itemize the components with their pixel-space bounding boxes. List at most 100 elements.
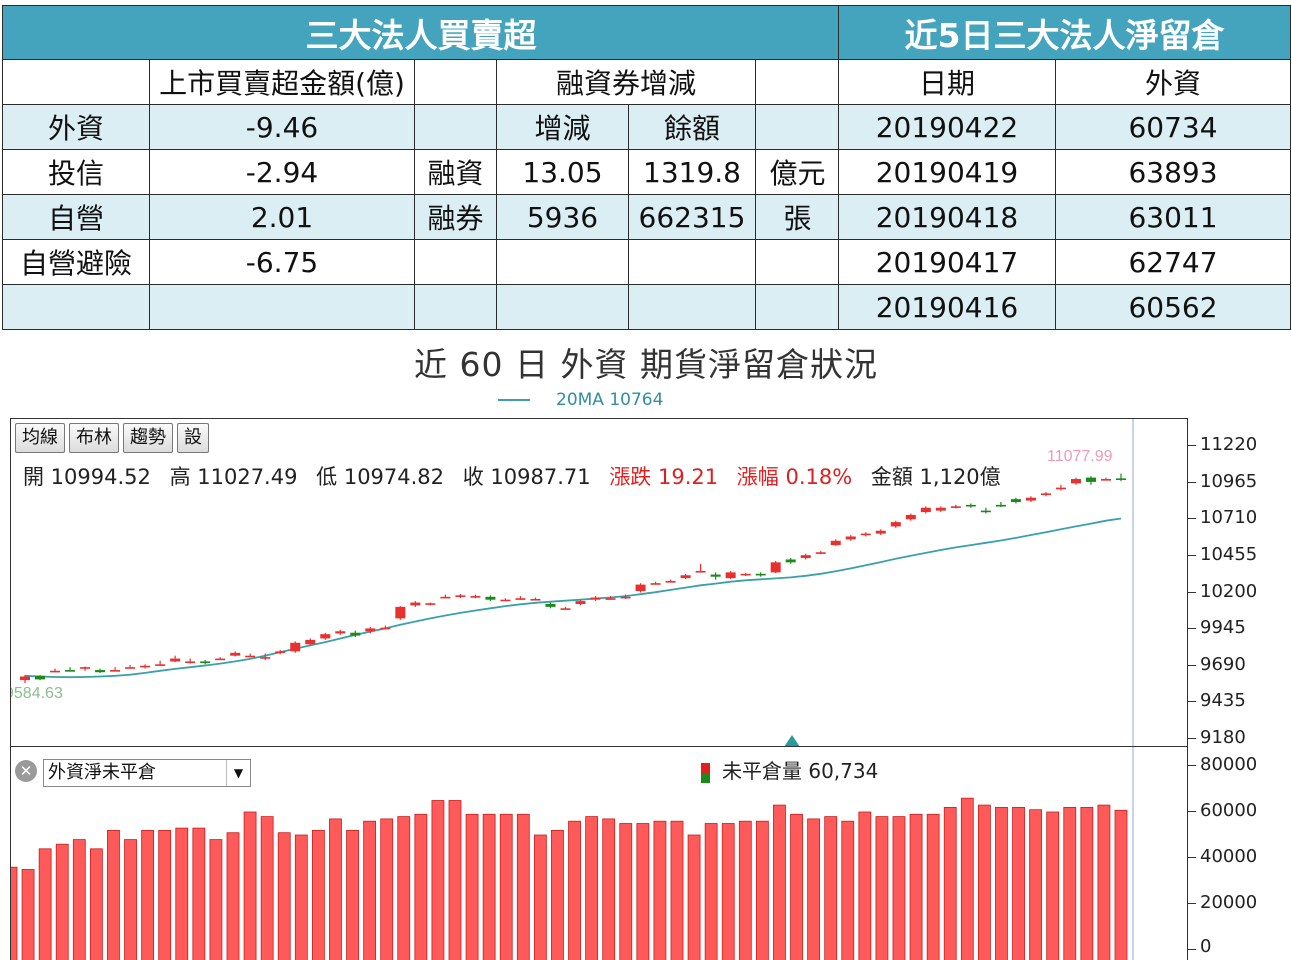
- ohlc-close: 收 10987.71: [462, 465, 591, 489]
- candle: [155, 660, 166, 666]
- candle: [245, 653, 256, 658]
- open-interest-bar: [226, 832, 240, 960]
- open-interest-bar: [1063, 807, 1077, 960]
- candle-body: [410, 602, 421, 606]
- trend-button[interactable]: 趨勢: [123, 423, 173, 453]
- open-interest-bar: [670, 820, 684, 960]
- ohlc-amount: 金額 1,120億: [870, 465, 1001, 489]
- ma20-line: [24, 517, 1122, 679]
- candle: [1010, 497, 1021, 504]
- candle: [665, 579, 676, 583]
- chevron-down-icon[interactable]: ▼: [226, 760, 250, 786]
- candle: [875, 529, 886, 536]
- col-date-header: 日期: [838, 59, 1056, 105]
- candle-body: [920, 507, 931, 513]
- open-interest-panel[interactable]: ✕ 外資淨未平倉 ▼ 未平倉量 60,734: [10, 746, 1188, 960]
- candle: [965, 503, 976, 508]
- candle-body: [350, 632, 361, 636]
- candle-body: [395, 606, 406, 619]
- open-interest-bar: [653, 820, 667, 960]
- candle: [1055, 484, 1066, 491]
- blank-cell: [414, 104, 497, 150]
- candle: [125, 665, 136, 669]
- open-interest-bar: [89, 848, 103, 960]
- candle-body: [770, 562, 781, 573]
- corner-cell: [2, 59, 150, 105]
- candle: [185, 658, 196, 664]
- ma-legend: 20MA 10764: [498, 390, 663, 410]
- net-date: 20190418: [838, 194, 1056, 240]
- open-interest-bar: [516, 813, 530, 960]
- candle-body: [455, 595, 466, 597]
- amount-dealer-hedge: -6.75: [149, 239, 415, 285]
- amount-foreign: -9.46: [149, 104, 415, 150]
- open-interest-bar: [909, 813, 923, 960]
- institutional-title: 三大法人買賣超: [1, 5, 841, 60]
- candle-body: [800, 555, 811, 559]
- candle: [1100, 477, 1111, 481]
- candle: [605, 596, 616, 600]
- volume-axis-label: 40000: [1200, 846, 1258, 867]
- candle: [770, 560, 781, 574]
- price-axis-label: 10455: [1200, 543, 1258, 565]
- open-interest-bar: [1114, 809, 1128, 960]
- ma-button[interactable]: 均線: [15, 423, 65, 453]
- close-icon[interactable]: ✕: [15, 760, 37, 782]
- open-interest-bar: [926, 813, 940, 960]
- open-interest-bar: [1046, 811, 1060, 960]
- open-interest-bar: [277, 832, 291, 960]
- open-interest-bar: [619, 823, 633, 960]
- candle: [320, 632, 331, 640]
- blank-cell: [754, 104, 841, 150]
- candle: [830, 539, 841, 546]
- candle-body: [110, 670, 121, 672]
- open-interest-bar: [687, 834, 701, 960]
- bollinger-button[interactable]: 布林: [69, 423, 119, 453]
- candle-body: [1100, 479, 1111, 481]
- open-interest-bar: [1029, 809, 1043, 960]
- candle: [50, 668, 61, 673]
- candle: [695, 563, 706, 573]
- open-interest-bar: [773, 804, 786, 960]
- price-axis-tick: [1188, 664, 1196, 666]
- candle: [365, 626, 376, 634]
- candle-body: [140, 665, 151, 668]
- open-interest-bar: [414, 813, 428, 960]
- candle-body: [785, 559, 796, 563]
- candle-body: [545, 603, 556, 607]
- candle-body: [575, 601, 586, 604]
- candle: [515, 596, 526, 600]
- open-interest-bar: [602, 818, 616, 960]
- blank-cell: [149, 284, 415, 330]
- open-interest-bar: [124, 839, 137, 960]
- candle-body: [845, 536, 856, 540]
- candle: [395, 606, 406, 620]
- margin-short-change: 5936: [496, 194, 629, 240]
- price-axis-label: 10965: [1200, 470, 1258, 492]
- indicator-select[interactable]: 外資淨未平倉 ▼: [43, 759, 251, 787]
- price-axis-tick: [1188, 481, 1196, 483]
- candle-body: [305, 639, 316, 645]
- chart-toolbar: 均線 布林 趨勢 設: [15, 423, 209, 453]
- candle-body: [605, 598, 616, 600]
- price-axis-tick: [1188, 518, 1196, 520]
- candle: [335, 629, 346, 635]
- candle: [95, 668, 106, 673]
- candle: [620, 594, 631, 599]
- price-axis-label: 9435: [1200, 690, 1246, 712]
- col-balance-header: 餘額: [628, 104, 756, 150]
- open-interest-bar: [55, 843, 69, 960]
- open-interest-bar: [209, 839, 223, 960]
- candle-body: [380, 627, 391, 630]
- open-interest-bar: [21, 869, 35, 960]
- ohlc-change: 漲跌 19.21: [609, 465, 719, 489]
- legend-swatch-icon: [701, 762, 710, 783]
- candle: [65, 667, 76, 672]
- candle: [650, 581, 661, 585]
- price-panel[interactable]: 均線 布林 趨勢 設 開 10994.52 高 11027.49 低 10974…: [10, 418, 1189, 749]
- settings-button[interactable]: 設: [177, 423, 209, 453]
- open-interest-bar: [311, 830, 325, 960]
- top-tables: 三大法人買賣超 上市買賣超金額(億) 融資券增減 外資 -9.46 增減 餘額 …: [1, 5, 1291, 331]
